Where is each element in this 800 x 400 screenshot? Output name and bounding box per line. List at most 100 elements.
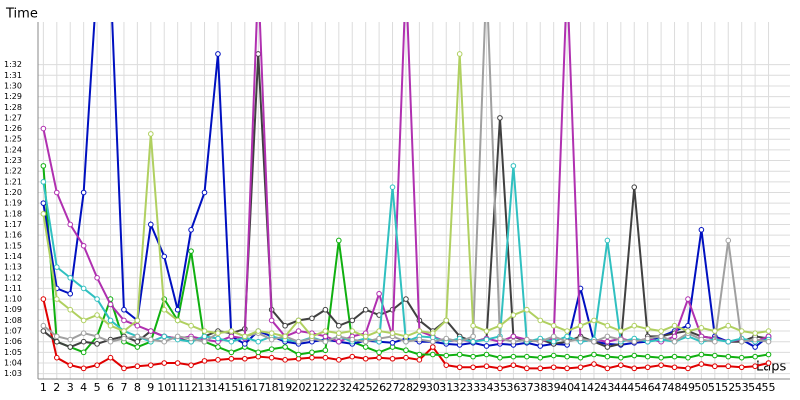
x-tick-label: 39 xyxy=(547,381,561,394)
data-point xyxy=(524,365,530,372)
data-point xyxy=(322,347,329,354)
y-tick-label: 1:08 xyxy=(4,316,22,325)
x-tick-label: 49 xyxy=(681,381,695,394)
y-tick-label: 1:09 xyxy=(4,305,22,314)
data-point xyxy=(148,362,154,368)
data-point xyxy=(376,335,382,342)
data-point xyxy=(121,306,127,313)
data-point xyxy=(188,362,194,368)
x-tick-label: 24 xyxy=(345,381,359,394)
data-point xyxy=(188,322,194,329)
data-point xyxy=(148,131,154,137)
y-tick-label: 1:28 xyxy=(4,103,22,112)
y-tick-label: 1:27 xyxy=(4,113,22,122)
data-point xyxy=(336,330,342,336)
data-point xyxy=(174,333,181,340)
data-point xyxy=(591,317,597,324)
data-point xyxy=(698,361,705,367)
data-point xyxy=(54,296,60,302)
data-point xyxy=(631,184,638,190)
data-point xyxy=(644,326,651,332)
x-tick-label: 38 xyxy=(533,381,547,394)
data-point xyxy=(497,115,503,121)
data-point xyxy=(604,322,611,329)
data-point xyxy=(550,364,557,371)
data-point xyxy=(631,338,638,345)
data-point xyxy=(134,363,141,370)
x-tick-label: 32 xyxy=(453,381,467,394)
data-point xyxy=(309,333,315,340)
y-tick-label: 1:16 xyxy=(4,231,22,240)
data-point xyxy=(362,355,369,362)
data-point xyxy=(430,344,436,350)
data-point xyxy=(550,322,557,329)
data-point xyxy=(309,354,315,361)
data-point xyxy=(604,333,611,340)
data-point xyxy=(725,338,732,345)
data-point xyxy=(215,344,221,350)
data-point xyxy=(416,328,423,334)
data-point xyxy=(134,338,141,345)
x-tick-label: 41 xyxy=(574,381,588,394)
data-point xyxy=(618,328,624,334)
data-point xyxy=(389,184,396,190)
data-point xyxy=(107,317,114,324)
y-tick-label: 1:11 xyxy=(4,284,22,293)
x-tick-label: 50 xyxy=(694,381,708,394)
data-point xyxy=(80,365,87,372)
plot-area xyxy=(40,22,772,372)
data-point xyxy=(712,352,718,359)
x-tick-label: 6 xyxy=(107,381,114,394)
data-point xyxy=(403,333,409,340)
data-point xyxy=(161,333,168,340)
x-tick-label: 55 xyxy=(762,381,776,394)
data-point xyxy=(201,358,208,364)
y-tick-label: 1:20 xyxy=(4,188,22,197)
data-point xyxy=(443,317,450,324)
data-point xyxy=(40,322,47,329)
data-point xyxy=(752,344,758,350)
x-tick-label: 14 xyxy=(211,381,225,394)
data-point xyxy=(67,274,74,281)
data-point xyxy=(403,354,409,361)
data-point xyxy=(618,362,624,368)
y-tick-label: 1:06 xyxy=(4,337,22,346)
data-point xyxy=(698,351,705,358)
data-point xyxy=(148,328,154,334)
data-point xyxy=(268,336,275,343)
y-tick-label: 1:10 xyxy=(4,295,22,304)
y-tick-label: 1:13 xyxy=(4,263,22,272)
x-tick-label: 52 xyxy=(721,381,735,394)
data-point xyxy=(188,335,194,342)
data-point xyxy=(510,353,517,360)
data-point xyxy=(430,330,436,336)
data-point xyxy=(268,354,275,361)
data-point xyxy=(215,330,221,336)
data-point xyxy=(268,330,275,336)
data-point xyxy=(322,328,329,334)
data-point xyxy=(174,360,181,366)
data-point xyxy=(725,363,732,370)
data-point xyxy=(577,322,584,329)
data-point xyxy=(618,354,624,361)
data-point xyxy=(644,335,651,342)
data-point xyxy=(161,338,168,345)
data-point xyxy=(416,351,423,358)
data-point xyxy=(470,338,476,345)
data-point xyxy=(443,352,450,359)
x-tick-label: 46 xyxy=(641,381,655,394)
data-point xyxy=(67,290,74,297)
data-point xyxy=(765,338,772,345)
data-point xyxy=(94,274,100,281)
y-tick-label: 1:32 xyxy=(4,60,22,69)
data-point xyxy=(483,336,490,343)
data-point xyxy=(228,338,235,345)
data-point xyxy=(483,343,490,349)
y-tick-label: 1:14 xyxy=(4,252,22,261)
y-tick-label: 1:18 xyxy=(4,209,22,218)
data-point xyxy=(376,290,382,297)
x-tick-label: 23 xyxy=(332,381,346,394)
data-point xyxy=(456,338,463,345)
data-point xyxy=(349,317,356,324)
data-point xyxy=(80,285,87,292)
